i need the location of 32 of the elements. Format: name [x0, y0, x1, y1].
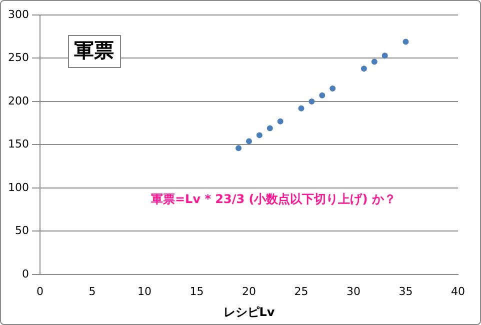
x-tick-label: 5 — [88, 284, 96, 298]
point — [246, 138, 252, 144]
x-axis-title: レシピLv — [223, 304, 275, 319]
x-tick-label: 25 — [294, 284, 308, 298]
y-tick-label: 200 — [8, 94, 29, 108]
point — [319, 92, 326, 98]
point — [308, 98, 315, 104]
y-tick-label: 250 — [8, 51, 29, 64]
point — [382, 52, 388, 59]
y-tick-label: 300 — [8, 8, 29, 21]
point — [371, 58, 378, 65]
x-tick-label: 10 — [137, 284, 152, 298]
point — [256, 132, 262, 138]
y-tick-label: 100 — [8, 180, 29, 194]
point — [236, 145, 242, 152]
x-tick-label: 35 — [398, 284, 413, 298]
annotation: 軍票=Lv * 23/3 (小数点以下切り上げ) か？ — [151, 192, 396, 206]
point — [298, 105, 304, 112]
x-tick-label: 30 — [346, 284, 360, 298]
point — [266, 125, 273, 132]
y-tick-label: 0 — [22, 267, 29, 280]
point — [402, 38, 409, 45]
point — [330, 85, 336, 92]
y-tick-label: 50 — [14, 224, 29, 238]
y-tick-label: 150 — [8, 138, 29, 151]
point — [277, 118, 284, 124]
x-tick-label: 40 — [451, 284, 465, 298]
x-tick-label: 20 — [242, 284, 256, 298]
x-tick-label: 15 — [190, 284, 204, 298]
x-tick-label: 0 — [36, 284, 44, 298]
point — [360, 66, 367, 72]
text: 軍票 — [74, 38, 114, 62]
